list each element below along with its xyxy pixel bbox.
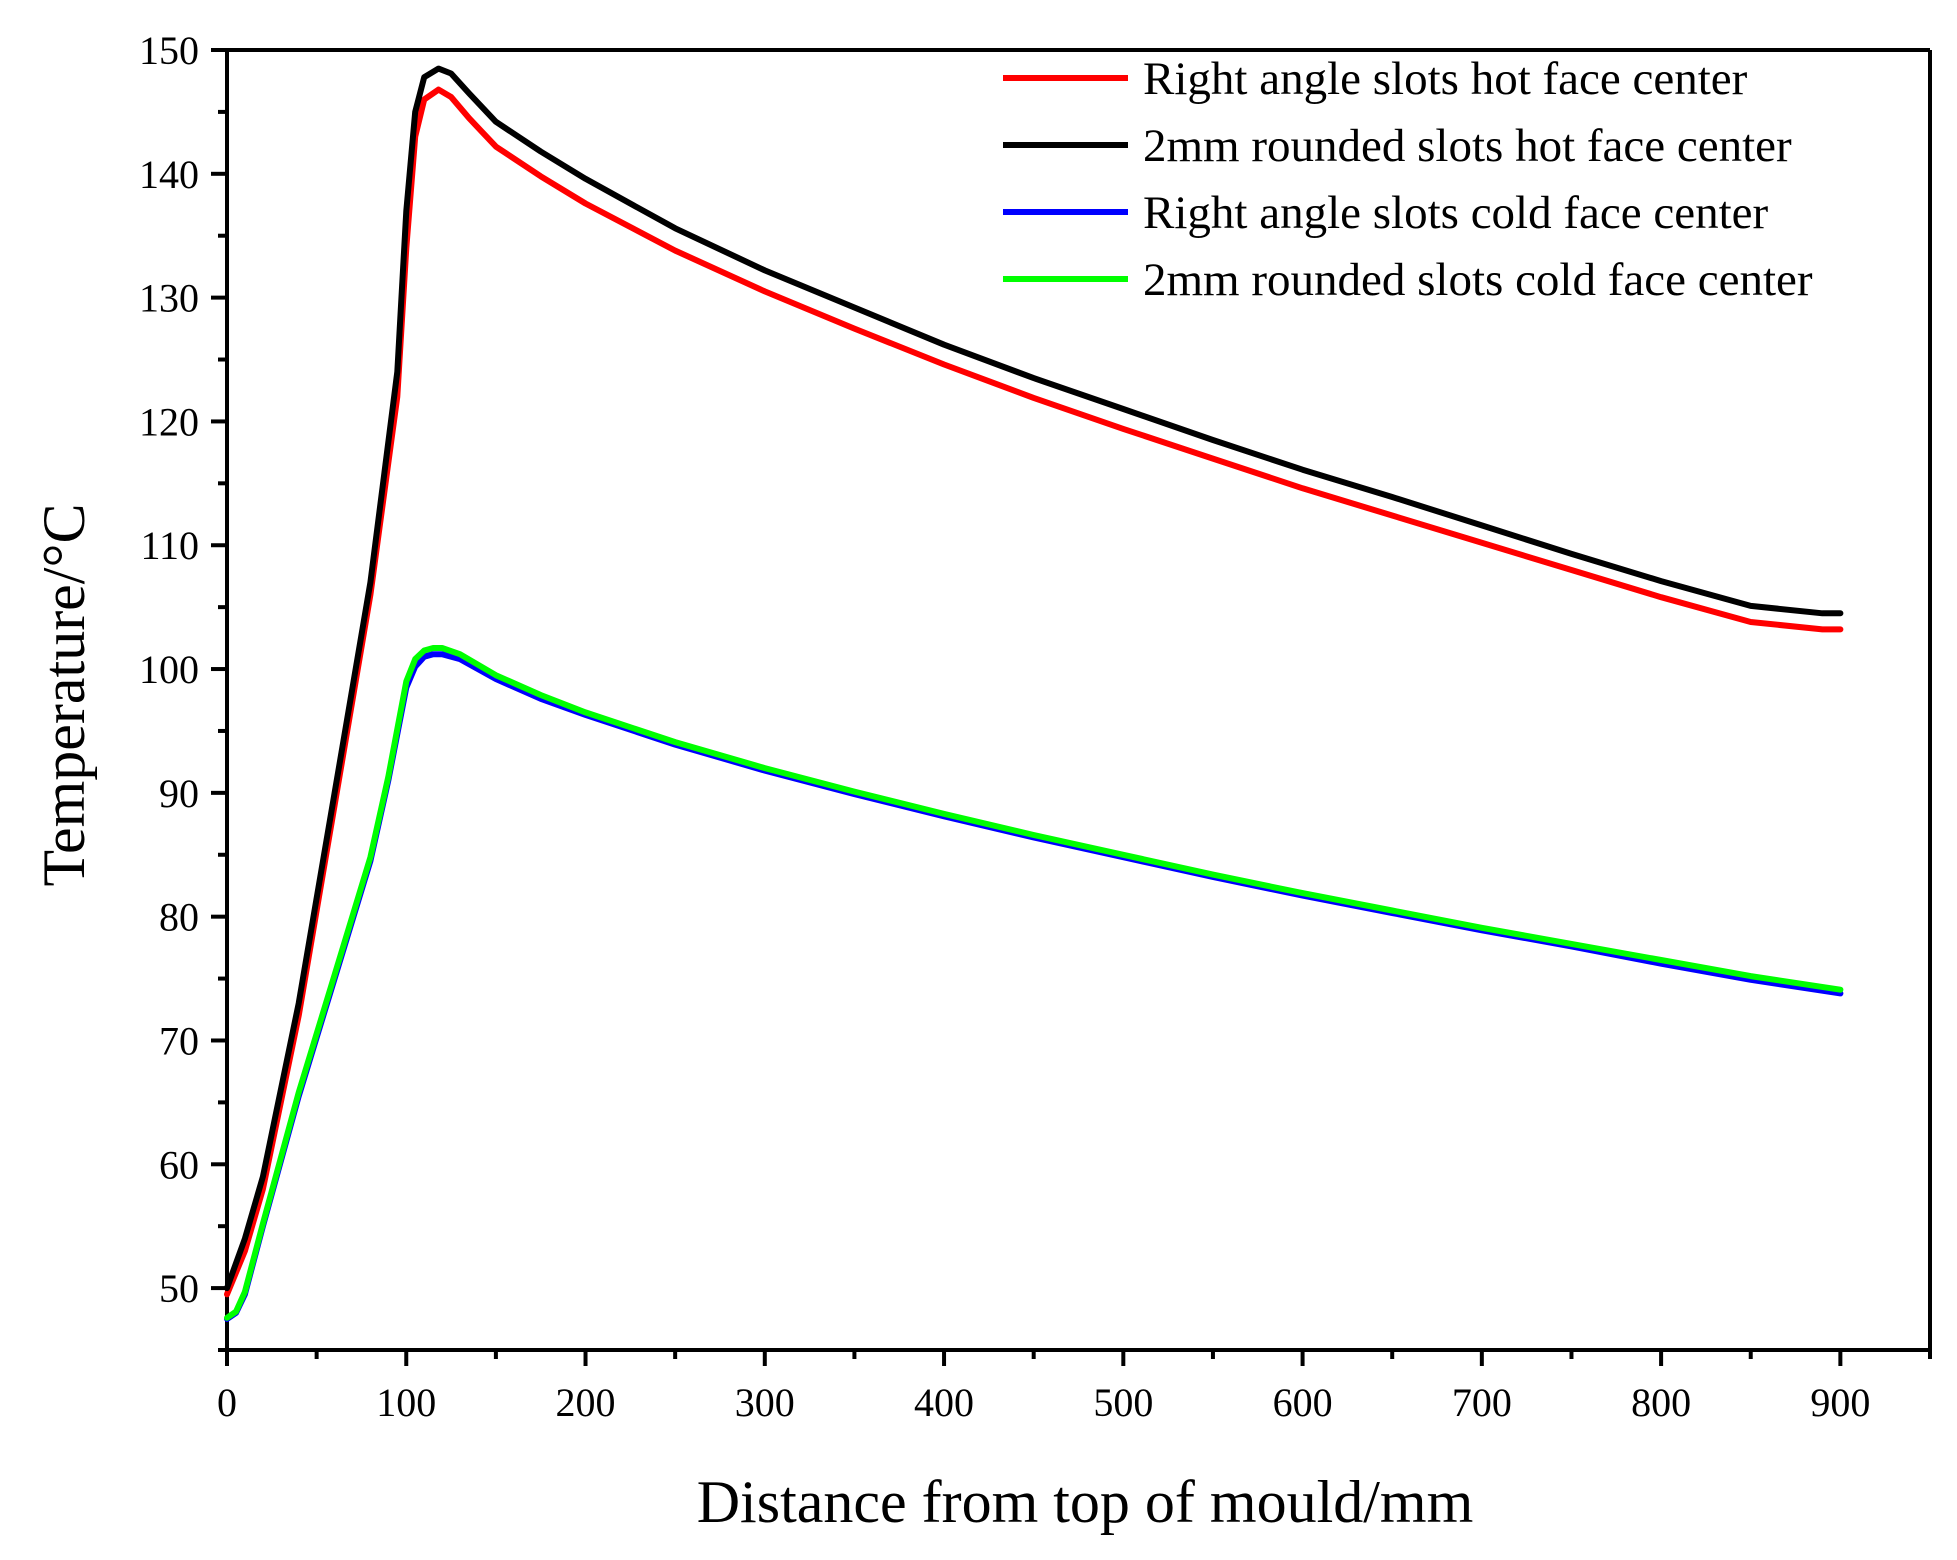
x-tick-label: 400 bbox=[914, 1380, 974, 1425]
x-tick-label: 700 bbox=[1452, 1380, 1512, 1425]
y-tick-label: 100 bbox=[139, 647, 199, 692]
x-tick-label: 200 bbox=[556, 1380, 616, 1425]
x-tick-label: 800 bbox=[1631, 1380, 1691, 1425]
x-tick-label: 0 bbox=[217, 1380, 237, 1425]
legend-label-3: Right angle slots cold face center bbox=[1143, 187, 1768, 239]
y-tick-label: 120 bbox=[139, 399, 199, 444]
legend-label-1: Right angle slots hot face center bbox=[1143, 53, 1748, 105]
y-tick-label: 60 bbox=[159, 1142, 199, 1187]
x-tick-label: 600 bbox=[1273, 1380, 1333, 1425]
y-tick-label: 50 bbox=[159, 1266, 199, 1311]
series-line-4 bbox=[224, 645, 1844, 1321]
y-tick-label: 150 bbox=[139, 28, 199, 73]
y-axis-title: Temperature/°C bbox=[31, 504, 97, 887]
x-tick-label: 300 bbox=[735, 1380, 795, 1425]
series-line-2 bbox=[224, 65, 1844, 1292]
legend-label-2: 2mm rounded slots hot face center bbox=[1143, 120, 1792, 172]
plot-frame bbox=[225, 48, 1932, 1352]
series-group bbox=[224, 65, 1844, 1322]
legend: Right angle slots hot face center 2mm rou… bbox=[1003, 53, 1813, 306]
x-tick-label: 900 bbox=[1810, 1380, 1870, 1425]
y-tick-label: 90 bbox=[159, 771, 199, 816]
x-tick-label: 500 bbox=[1093, 1380, 1153, 1425]
x-axis: 0 100 200 300 400 500 600 700 800 900 bbox=[217, 1350, 1932, 1425]
y-tick-label: 110 bbox=[140, 523, 199, 568]
y-axis: 50 60 70 80 90 100 110 120 130 140 150 bbox=[139, 28, 227, 1352]
y-tick-label: 140 bbox=[139, 152, 199, 197]
y-tick-label: 80 bbox=[159, 895, 199, 940]
legend-label-4: 2mm rounded slots cold face center bbox=[1143, 254, 1813, 306]
y-tick-label: 130 bbox=[139, 276, 199, 321]
y-tick-label: 70 bbox=[159, 1018, 199, 1063]
x-tick-label: 100 bbox=[376, 1380, 436, 1425]
x-axis-title: Distance from top of mould/mm bbox=[697, 1469, 1474, 1535]
